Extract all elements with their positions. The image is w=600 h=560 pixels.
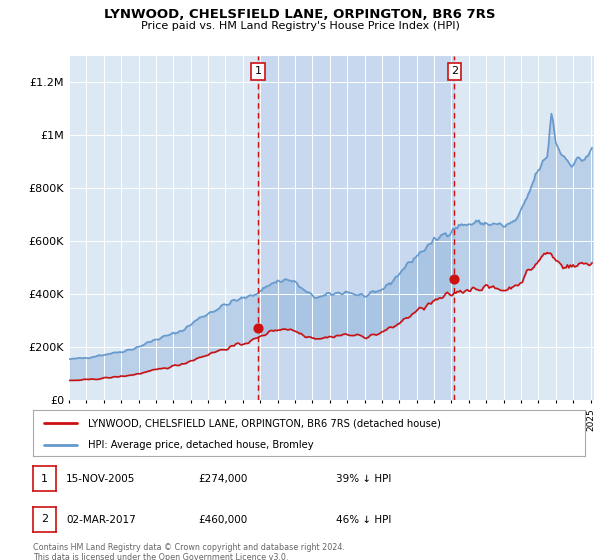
Text: £460,000: £460,000 [198,515,247,525]
Text: LYNWOOD, CHELSFIELD LANE, ORPINGTON, BR6 7RS: LYNWOOD, CHELSFIELD LANE, ORPINGTON, BR6… [104,8,496,21]
Text: Price paid vs. HM Land Registry's House Price Index (HPI): Price paid vs. HM Land Registry's House … [140,21,460,31]
Text: 02-MAR-2017: 02-MAR-2017 [66,515,136,525]
Text: 1: 1 [254,67,262,77]
Text: 46% ↓ HPI: 46% ↓ HPI [336,515,391,525]
Text: HPI: Average price, detached house, Bromley: HPI: Average price, detached house, Brom… [88,440,314,450]
Text: 15-NOV-2005: 15-NOV-2005 [66,474,136,484]
Text: Contains HM Land Registry data © Crown copyright and database right 2024.
This d: Contains HM Land Registry data © Crown c… [33,543,345,560]
Text: LYNWOOD, CHELSFIELD LANE, ORPINGTON, BR6 7RS (detached house): LYNWOOD, CHELSFIELD LANE, ORPINGTON, BR6… [88,418,441,428]
Text: 39% ↓ HPI: 39% ↓ HPI [336,474,391,484]
Bar [258,56,454,400]
Text: 2: 2 [41,514,48,524]
Text: 2: 2 [451,67,458,77]
Text: 1: 1 [41,474,48,484]
Point [253,323,263,332]
Point [449,274,459,283]
Text: £274,000: £274,000 [198,474,247,484]
